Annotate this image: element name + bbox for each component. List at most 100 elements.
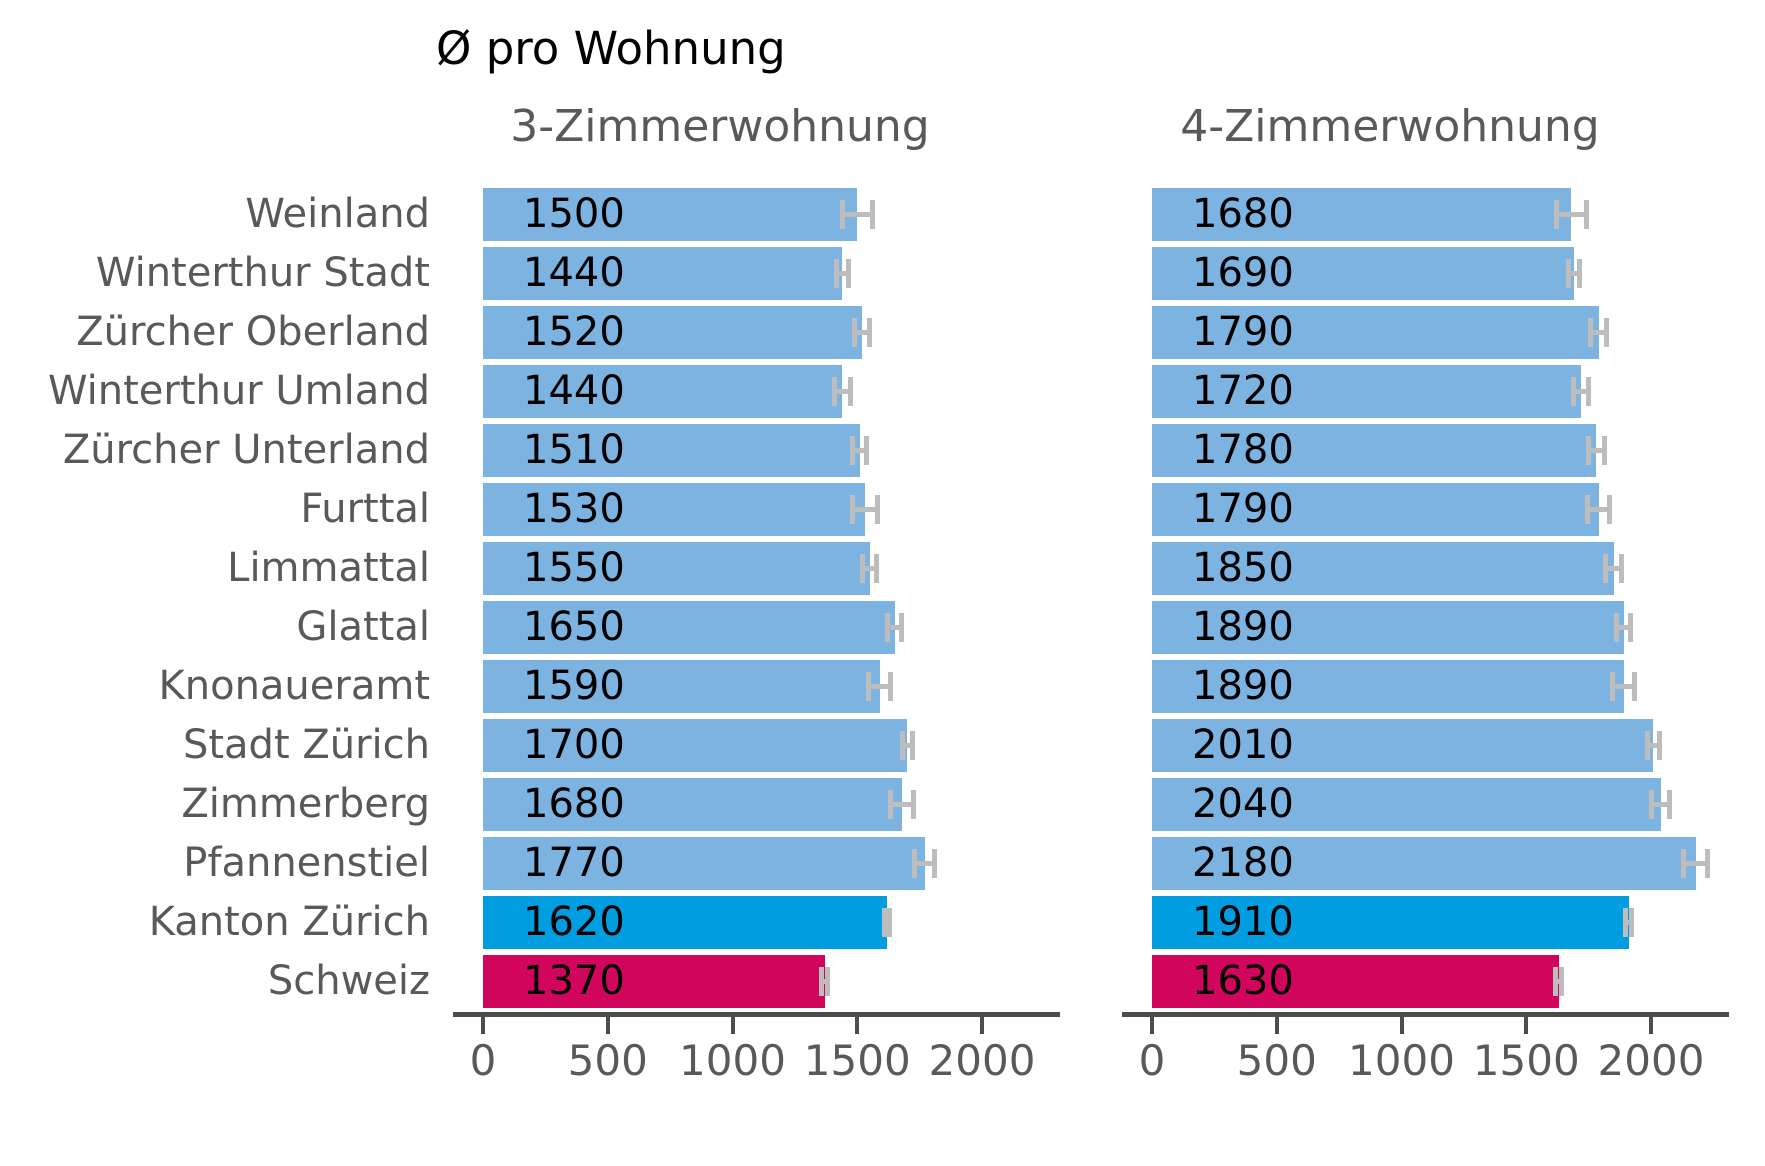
x-tick xyxy=(1274,1017,1279,1034)
error-bar-line xyxy=(852,329,873,335)
x-tick-label: 2000 xyxy=(1597,1036,1705,1085)
error-bar-cap-left xyxy=(1588,317,1594,347)
bar-value-label: 1770 xyxy=(523,839,625,886)
bar: 1850 xyxy=(1152,541,1614,595)
bar: 2010 xyxy=(1152,718,1654,772)
bar-value-label: 1550 xyxy=(523,544,625,591)
error-bar-line xyxy=(819,978,831,984)
error-bar-line xyxy=(885,624,905,630)
x-axis xyxy=(453,1012,1060,1017)
bar-value-label: 1530 xyxy=(523,485,625,532)
category-label: Pfannenstiel xyxy=(183,839,430,886)
error-bar-cap-left xyxy=(899,730,905,760)
bar: 1780 xyxy=(1152,423,1597,477)
error-bar-cap-left xyxy=(839,199,845,229)
x-tick-label: 1500 xyxy=(1472,1036,1580,1085)
bar: 1890 xyxy=(1152,659,1624,713)
error-bar-cap-left xyxy=(1614,612,1620,642)
panel-header-4-zimmerwohnung: 4-Zimmerwohnung xyxy=(1180,101,1600,152)
bar: 1680 xyxy=(1152,187,1572,241)
bar: 1720 xyxy=(1152,364,1582,418)
x-tick-label: 2000 xyxy=(928,1036,1036,1085)
error-bar-cap-right xyxy=(1628,612,1634,642)
x-tick xyxy=(1150,1017,1154,1034)
category-label: Zürcher Oberland xyxy=(76,308,430,355)
bar: 1550 xyxy=(483,541,870,595)
bar: 1590 xyxy=(483,659,880,713)
bar-value-label: 2180 xyxy=(1192,839,1294,886)
error-bar-cap-right xyxy=(869,199,875,229)
bar: 2180 xyxy=(1152,836,1696,890)
bar: 1530 xyxy=(483,482,865,536)
error-bar-line xyxy=(1553,211,1589,217)
error-bar-cap-left xyxy=(1571,376,1577,406)
x-axis xyxy=(1122,1012,1729,1017)
x-tick xyxy=(980,1017,984,1034)
error-bar-cap-right xyxy=(1576,258,1582,288)
error-bar-cap-left xyxy=(1565,258,1571,288)
error-bar-line xyxy=(1565,270,1582,276)
error-bar-cap-left xyxy=(833,258,839,288)
error-bar-cap-right xyxy=(1583,199,1589,229)
bar: 2040 xyxy=(1152,777,1661,831)
error-bar-line xyxy=(1571,388,1592,394)
error-bar-cap-left xyxy=(852,317,858,347)
bar: 1440 xyxy=(483,246,843,300)
error-bar-line xyxy=(1623,919,1635,925)
error-bar-line xyxy=(1584,506,1613,512)
error-bar-cap-right xyxy=(867,317,873,347)
category-label: Stadt Zürich xyxy=(182,721,430,768)
x-tick xyxy=(481,1017,485,1034)
error-bar-line xyxy=(1553,978,1565,984)
error-bar-cap-right xyxy=(1632,671,1638,701)
error-bar-cap-right xyxy=(1586,376,1592,406)
error-bar-cap-left xyxy=(819,966,825,996)
error-bar-cap-right xyxy=(910,789,916,819)
bar: 1790 xyxy=(1152,482,1599,536)
bar-value-label: 1700 xyxy=(523,721,625,768)
error-bar-cap-right xyxy=(888,671,894,701)
error-bar-cap-right xyxy=(1559,966,1565,996)
category-label: Winterthur Stadt xyxy=(95,249,430,296)
category-label: Weinland xyxy=(245,190,430,237)
bar-value-label: 1680 xyxy=(1192,190,1294,237)
error-bar-cap-left xyxy=(1609,671,1615,701)
error-bar-cap-right xyxy=(825,966,831,996)
bar: 1770 xyxy=(483,836,925,890)
bar-value-label: 1370 xyxy=(523,957,625,1004)
error-bar-cap-right xyxy=(1607,494,1613,524)
error-bar-line xyxy=(1649,801,1673,807)
bar: 1650 xyxy=(483,600,895,654)
x-tick xyxy=(605,1017,610,1034)
bar: 1910 xyxy=(1152,895,1629,949)
error-bar-cap-right xyxy=(1667,789,1673,819)
error-bar-line xyxy=(850,447,870,453)
error-bar-cap-right xyxy=(847,376,853,406)
bar: 1700 xyxy=(483,718,908,772)
bar: 1680 xyxy=(483,777,903,831)
error-bar-cap-right xyxy=(846,258,851,288)
error-bar-line xyxy=(833,270,851,276)
bar-value-label: 1690 xyxy=(1192,249,1294,296)
error-bar-cap-left xyxy=(850,435,856,465)
bar: 1890 xyxy=(1152,600,1624,654)
x-tick-label: 500 xyxy=(1236,1036,1317,1085)
bar-value-label: 1680 xyxy=(523,780,625,827)
error-bar-cap-right xyxy=(1705,848,1711,878)
error-bar-cap-right xyxy=(1657,730,1663,760)
panel-header-3-zimmerwohnung: 3-Zimmerwohnung xyxy=(510,101,930,152)
bar-value-label: 1620 xyxy=(523,898,625,945)
error-bar-line xyxy=(888,801,916,807)
bar: 1690 xyxy=(1152,246,1574,300)
error-bar-cap-left xyxy=(912,848,918,878)
error-bar-cap-left xyxy=(1585,435,1591,465)
error-bar-line xyxy=(1588,329,1610,335)
error-bar-cap-right xyxy=(899,612,905,642)
error-bar-line xyxy=(865,683,894,689)
bar-value-label: 1590 xyxy=(523,662,625,709)
x-tick xyxy=(1399,1017,1404,1034)
error-bar-cap-left xyxy=(1603,553,1609,583)
error-bar-cap-left xyxy=(1553,966,1559,996)
bar: 1370 xyxy=(483,954,825,1008)
